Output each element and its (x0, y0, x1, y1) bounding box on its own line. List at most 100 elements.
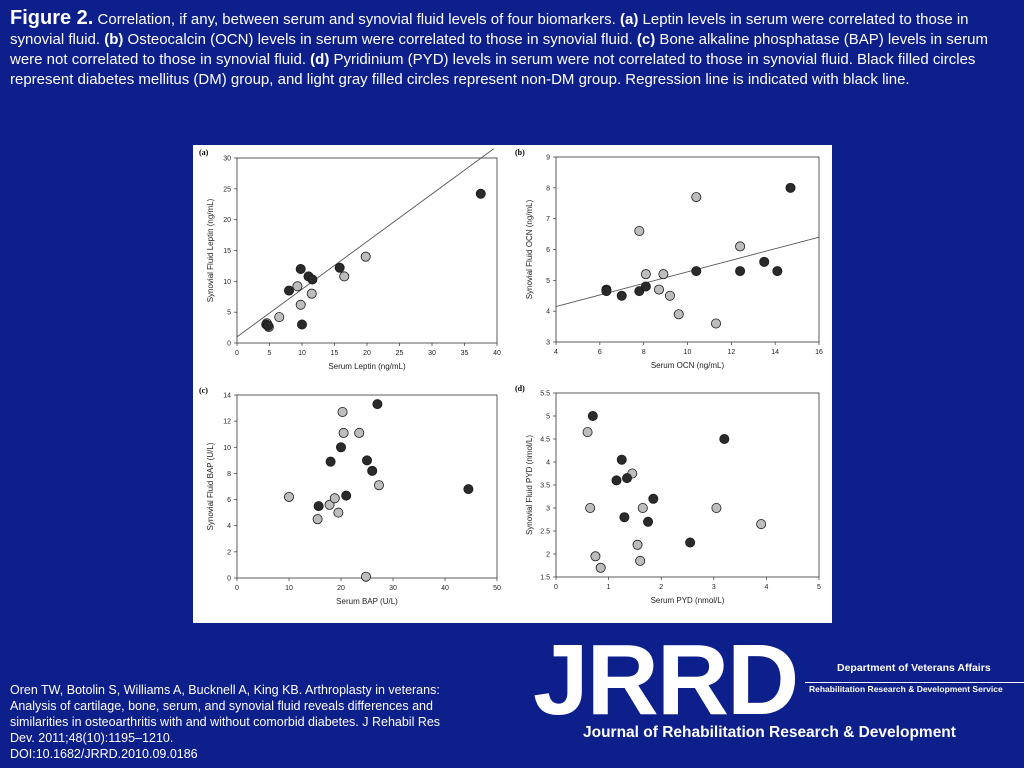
y-tick-label: 4 (546, 460, 550, 467)
non-dm-point (756, 519, 767, 530)
dm-point (611, 475, 622, 486)
dm-point (341, 490, 352, 501)
y-tick-label: 10 (223, 445, 231, 452)
citation-line: Dev. 2011;48(10):1195–1210. (10, 731, 174, 745)
non-dm-point (711, 502, 722, 513)
dm-point (335, 442, 346, 453)
dm-point (622, 473, 633, 484)
x-tick-label: 30 (389, 585, 397, 592)
y-axis-label: Synovial Fluid BAP (U/L) (206, 442, 215, 530)
x-tick-label: 10 (285, 585, 293, 592)
dm-point (307, 274, 318, 285)
dm-point (284, 285, 295, 296)
figure-caption: Figure 2. Correlation, if any, between s… (10, 8, 1010, 90)
non-dm-point (640, 269, 651, 280)
dm-point (601, 286, 612, 297)
regression-line (555, 236, 820, 307)
dm-point (735, 266, 746, 277)
jrrd-logo: JRRD Department of Veterans Affairs Reha… (533, 630, 1024, 768)
y-tick-label: 4 (227, 523, 231, 530)
x-tick-label: 20 (363, 350, 371, 357)
non-dm-point (295, 299, 306, 310)
dm-point (367, 465, 378, 476)
dm-point (616, 290, 627, 301)
x-axis-label: Serum BAP (U/L) (336, 597, 398, 606)
caption-b-label: (b) (104, 31, 124, 48)
dm-point (643, 516, 654, 527)
logo-wordmark: JRRD (533, 624, 799, 736)
y-tick-label: 5 (227, 310, 231, 317)
x-tick-label: 35 (461, 350, 469, 357)
non-dm-point (673, 309, 684, 320)
y-tick-label: 8 (546, 185, 550, 192)
non-dm-point (274, 312, 285, 323)
y-tick-label: 15 (223, 248, 231, 255)
non-dm-point (337, 406, 348, 417)
non-dm-point (635, 555, 646, 566)
journal-name: Journal of Rehabilitation Research & Dev… (583, 724, 956, 741)
y-tick-label: 4.5 (540, 437, 550, 444)
x-tick-label: 6 (598, 349, 602, 356)
non-dm-point (582, 427, 593, 438)
citation-line: Oren TW, Botolin S, Williams A, Bucknell… (10, 683, 440, 697)
dm-point (313, 501, 324, 512)
dm-point (463, 484, 474, 495)
y-tick-label: 10 (223, 279, 231, 286)
citation: Oren TW, Botolin S, Williams A, Bucknell… (10, 682, 510, 762)
x-axis-label: Serum Leptin (ng/mL) (328, 362, 406, 371)
x-tick-label: 40 (493, 350, 501, 357)
non-dm-point (658, 269, 669, 280)
x-axis-label: Serum PYD (nmol/L) (651, 596, 725, 605)
y-axis-label: Synovial Fluid OCN (ng/mL) (525, 199, 534, 299)
x-tick-label: 2 (659, 584, 663, 591)
non-dm-point (306, 288, 317, 299)
caption-intro: Correlation, if any, between serum and s… (93, 11, 620, 28)
x-axis-label: Serum OCN (ng/mL) (651, 361, 725, 370)
non-dm-point (691, 192, 702, 203)
caption-d-label: (d) (310, 51, 330, 68)
y-tick-label: 5.5 (540, 391, 550, 398)
dm-point (772, 266, 783, 277)
figure-panel: (a) 0 5 10 15 20 25 30 35 40 0 5 10 15 20 25 30 Serum Lep… (193, 145, 832, 623)
non-dm-point (360, 251, 371, 262)
x-tick-label: 20 (337, 585, 345, 592)
figure-label: Figure 2. (10, 7, 94, 29)
caption-b-text: Osteocalcin (OCN) levels in serum were c… (123, 31, 637, 48)
x-tick-label: 14 (771, 349, 779, 356)
y-tick-label: 7 (546, 216, 550, 223)
non-dm-point (664, 290, 675, 301)
x-tick-label: 30 (428, 350, 436, 357)
non-dm-point (360, 571, 371, 582)
y-tick-label: 30 (223, 156, 231, 163)
dm-point (685, 537, 696, 548)
citation-line: similarities in osteoarthritis with and … (10, 715, 441, 729)
non-dm-point (595, 562, 606, 573)
dm-point (297, 319, 308, 330)
department-name: Department of Veterans Affairs (837, 662, 991, 674)
dm-point (325, 456, 336, 467)
x-tick-label: 10 (684, 349, 692, 356)
x-tick-label: 16 (815, 349, 823, 356)
caption-c-label: (c) (636, 31, 656, 48)
x-tick-label: 0 (554, 584, 558, 591)
y-tick-label: 8 (227, 471, 231, 478)
x-tick-label: 4 (554, 349, 558, 356)
dm-point (759, 256, 770, 267)
caption-d-text: Pyridinium (PYD) levels in serum were no… (10, 51, 976, 88)
y-tick-label: 0 (227, 576, 231, 583)
non-dm-point (735, 241, 746, 252)
x-tick-label: 10 (298, 350, 306, 357)
non-dm-point (354, 427, 365, 438)
x-tick-label: 3 (712, 584, 716, 591)
panel-label: (a) (199, 148, 209, 157)
dm-point (361, 455, 372, 466)
x-tick-label: 5 (268, 350, 272, 357)
dm-point (616, 454, 627, 465)
x-tick-label: 40 (441, 585, 449, 592)
dm-point (334, 262, 345, 273)
x-tick-label: 4 (764, 584, 768, 591)
y-tick-label: 12 (223, 419, 231, 426)
y-tick-label: 14 (223, 393, 231, 400)
y-tick-label: 6 (546, 247, 550, 254)
plot-frame (555, 392, 820, 578)
